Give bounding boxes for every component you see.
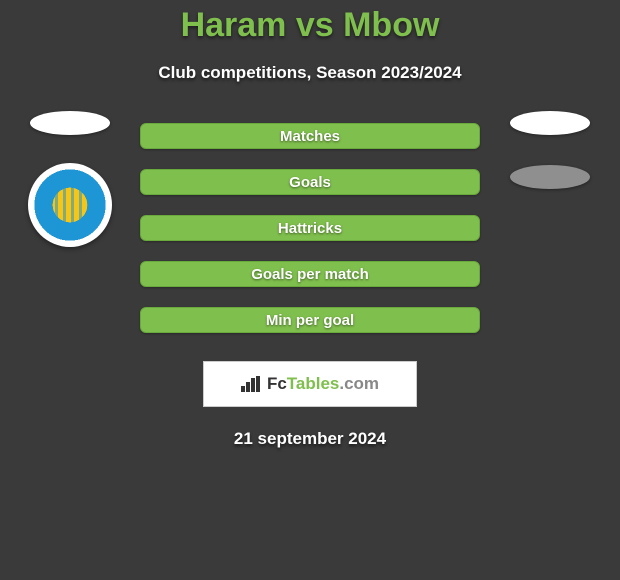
- bar-chart-icon: [241, 376, 261, 392]
- right-player-column: [500, 111, 600, 189]
- subtitle: Club competitions, Season 2023/2024: [0, 63, 620, 83]
- stats-area: Matches Goals Hattricks Goals per match …: [0, 123, 620, 333]
- page-title: Haram vs Mbow: [0, 0, 620, 45]
- stat-bar-hattricks: Hattricks: [140, 215, 480, 241]
- left-player-column: [20, 111, 120, 247]
- brand-attribution[interactable]: FcTables.com: [203, 361, 417, 407]
- stat-bar-goals: Goals: [140, 169, 480, 195]
- left-team-badge: [28, 163, 112, 247]
- left-value-oval: [30, 111, 110, 135]
- brand-tables: Tables: [287, 374, 340, 393]
- stat-bars: Matches Goals Hattricks Goals per match …: [140, 123, 480, 333]
- right-value-oval-2: [510, 165, 590, 189]
- brand-dotcom: .com: [339, 374, 379, 393]
- stat-bar-matches: Matches: [140, 123, 480, 149]
- team-crest-icon: [34, 169, 106, 241]
- right-value-oval-1: [510, 111, 590, 135]
- brand-fc: Fc: [267, 374, 287, 393]
- date-stamp: 21 september 2024: [0, 429, 620, 449]
- stat-bar-min-per-goal: Min per goal: [140, 307, 480, 333]
- stat-bar-goals-per-match: Goals per match: [140, 261, 480, 287]
